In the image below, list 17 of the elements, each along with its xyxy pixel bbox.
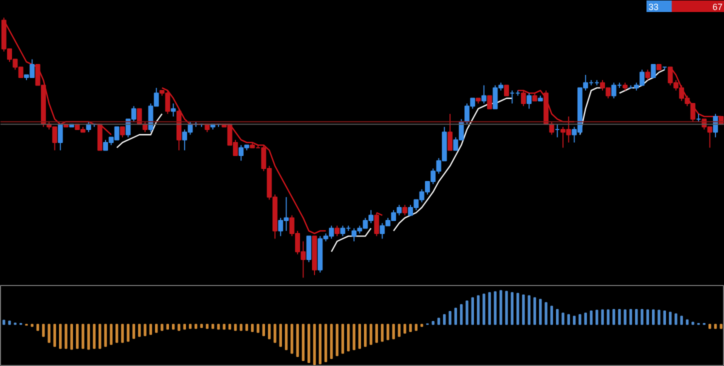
candlestick (526, 92, 532, 110)
candlestick (120, 126, 125, 138)
data-label: 67 (712, 2, 723, 12)
candlestick (58, 124, 63, 151)
candlestick (170, 103, 176, 117)
candlestick (650, 64, 656, 78)
candlestick (374, 212, 380, 237)
candlestick (306, 236, 312, 263)
candlestick (504, 84, 509, 96)
candlestick (520, 90, 526, 107)
candlestick (487, 95, 492, 110)
candlestick (448, 113, 453, 151)
candlestick (645, 69, 650, 81)
candlestick (481, 84, 486, 104)
candlestick (402, 204, 408, 216)
candlestick (334, 225, 340, 237)
data-label: 33 (648, 2, 659, 12)
